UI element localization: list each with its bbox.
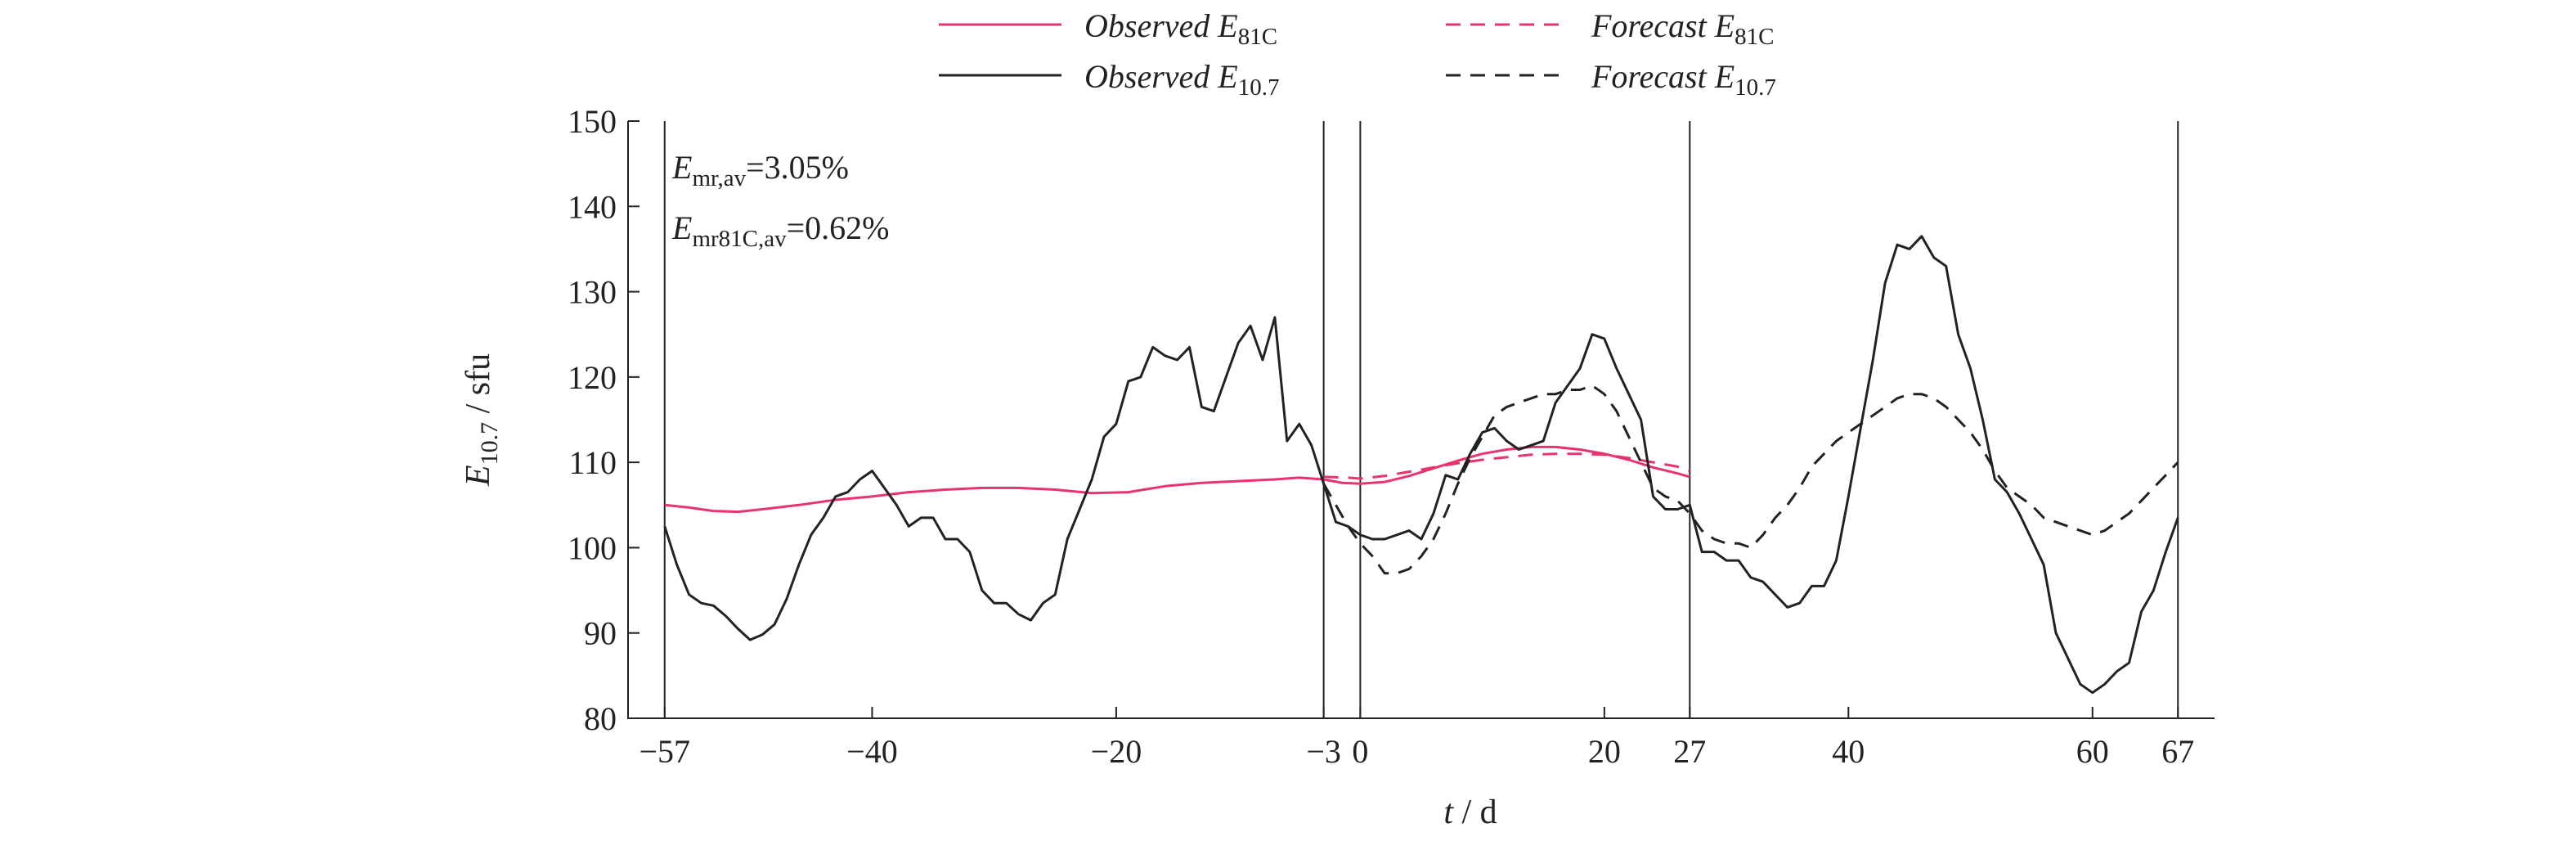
annotations: Emr,av=3.05% Emr81C,av=0.62% [671,149,890,252]
annotation-emr-av: Emr,av=3.05% [671,149,849,191]
x-tick-label: 0 [1352,733,1368,770]
x-tick-label: 40 [1832,733,1865,770]
x-tick-label: 20 [1588,733,1621,770]
x-axis-label: t / d [1443,794,1497,831]
legend-label: Forecast E81C [1591,7,1774,50]
x-tick-label: 67 [2161,733,2194,770]
y-tick-label: 140 [568,188,617,225]
x-tick-label: −20 [1091,733,1142,770]
axes: −57 −40 −20 −3 0 20 27 40 60 67 80 90 100 110 120 130 14… [568,103,2215,770]
x-tick-label: −40 [846,733,898,770]
legend-label: Observed E81C [1084,7,1277,50]
legend: Observed E81C Forecast E81C Observed E10.7… [939,7,1776,101]
y-tick-label: 110 [568,444,617,481]
x-tick-label: 27 [1673,733,1706,770]
legend-item: Forecast E10.7 [1446,58,1776,101]
annotation-emr81c-av: Emr81C,av=0.62% [671,209,890,252]
x-tick-label: −57 [639,733,690,770]
vertical-reference-lines [663,121,2179,718]
legend-label: Forecast E10.7 [1591,58,1776,101]
y-tick-label: 120 [568,359,617,396]
series-line [664,445,1690,514]
legend-label: Observed E10.7 [1084,58,1279,101]
y-axis-label: E10.7 / sfu [460,353,503,487]
y-tick-label: 80 [584,700,617,737]
series-line [1322,384,2179,575]
x-tick-label: −3 [1306,733,1341,770]
x-tick-label: 60 [2076,733,2109,770]
legend-item: Forecast E81C [1446,7,1774,50]
y-tick-label: 130 [568,274,617,311]
legend-item: Observed E10.7 [939,58,1279,101]
legend-item: Observed E81C [939,7,1277,50]
y-tick-label: 150 [568,103,617,140]
series-line [1323,452,1690,480]
series-group [663,235,2179,695]
y-tick-label: 90 [584,615,617,652]
axis-labels: t / d E10.7 / sfu [460,353,1497,831]
series-line [663,235,2179,695]
y-tick-label: 100 [568,529,617,566]
